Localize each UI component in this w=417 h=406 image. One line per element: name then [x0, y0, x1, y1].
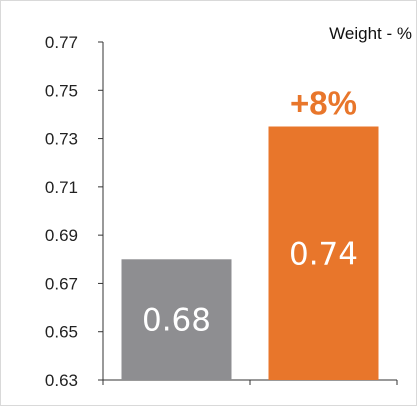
change-annotation: +8%	[290, 85, 357, 122]
y-tick-label: 0.69	[45, 226, 78, 245]
y-axis: 0.63 0.65 0.67 0.69 0.71 0.73 0.75 0.77	[45, 33, 104, 390]
bar	[121, 259, 232, 380]
y-tick-label: 0.73	[45, 130, 78, 149]
y-tick-label: 0.75	[45, 81, 78, 100]
y-tick-label: 0.77	[45, 33, 78, 52]
y-tick-label: 0.71	[45, 178, 78, 197]
bar	[268, 126, 379, 380]
y-tick-label: 0.67	[45, 274, 78, 293]
bar-data-label: 0.68	[142, 303, 211, 339]
bar-data-label: 0.74	[289, 236, 358, 272]
legend-label: Weight - %	[329, 24, 412, 43]
bars-group: 0.68 0.74 +8%	[121, 85, 379, 380]
y-tick-label: 0.65	[45, 323, 78, 342]
x-axis	[102, 379, 398, 385]
y-tick-label: 0.63	[45, 371, 78, 390]
